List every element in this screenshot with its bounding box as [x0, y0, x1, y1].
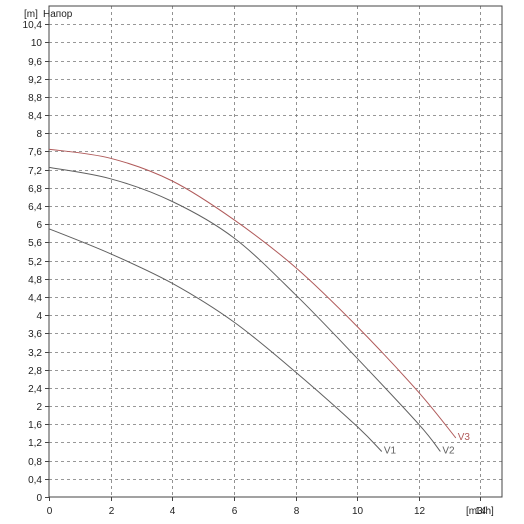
y-tick-label: 2 — [36, 402, 42, 413]
x-tick-label: 8 — [294, 506, 300, 517]
y-tick-label: 7,2 — [28, 166, 42, 177]
y-axis-unit: [m] — [24, 9, 38, 20]
series-line-v2 — [48, 166, 441, 452]
series-label-v3: V3 — [458, 432, 471, 443]
series-label-v1: V1 — [384, 446, 397, 457]
y-tick-label: 4,8 — [28, 275, 42, 286]
y-tick-label: 7,6 — [28, 147, 42, 158]
y-axis-title: Напор — [43, 9, 73, 20]
y-tick-label: 5,6 — [28, 238, 42, 249]
y-tick-label: 1,2 — [28, 438, 42, 449]
x-tick-label: 14 — [475, 506, 487, 517]
y-tick-label: 9,6 — [28, 57, 42, 68]
y-tick-label: 6,4 — [28, 202, 42, 213]
series — [48, 148, 457, 452]
x-tick-label: 0 — [47, 506, 53, 517]
series-line-v3 — [48, 148, 457, 439]
y-tick-label: 8,8 — [28, 93, 42, 104]
y-tick-label: 5,2 — [28, 257, 42, 268]
x-tick-label: 10 — [352, 506, 364, 517]
y-tick-label: 6 — [36, 220, 42, 231]
y-tick-label: 1,6 — [28, 420, 42, 431]
y-tick-label: 3,2 — [28, 348, 42, 359]
y-tick-label: 2,4 — [28, 384, 42, 395]
x-tick-label: 6 — [232, 506, 238, 517]
y-tick-label: 9,2 — [28, 75, 42, 86]
x-tick-label: 12 — [414, 506, 426, 517]
y-tick-label: 3,6 — [28, 329, 42, 340]
y-tick-label: 0,4 — [28, 475, 42, 486]
y-tick-label: 4,4 — [28, 293, 42, 304]
tick-labels: 0 0,4 0,8 1,2 1,6 2 2,4 2,8 3,2 3,6 4 4,4 4,8 5,2 5,6 6… — [23, 20, 487, 517]
y-tick-label: 10 — [31, 38, 43, 49]
series-line-v1 — [48, 228, 383, 452]
series-label-v2: V2 — [442, 446, 455, 457]
y-tick-label: 6,8 — [28, 184, 42, 195]
axes — [45, 5, 503, 501]
x-tick-label: 2 — [109, 506, 115, 517]
y-tick-label: 8,4 — [28, 111, 42, 122]
y-tick-label: 10,4 — [23, 20, 43, 31]
y-tick-label: 2,8 — [28, 366, 42, 377]
y-tick-label: 0,8 — [28, 457, 42, 468]
x-tick-label: 4 — [170, 506, 176, 517]
x-axis-title: [m3/h] — [466, 506, 494, 517]
y-tick-label: 0 — [36, 493, 42, 504]
plot-frame — [48, 5, 503, 498]
y-tick-label: 4 — [36, 311, 42, 322]
y-tick-label: 8 — [36, 129, 42, 140]
grid — [49, 6, 502, 497]
